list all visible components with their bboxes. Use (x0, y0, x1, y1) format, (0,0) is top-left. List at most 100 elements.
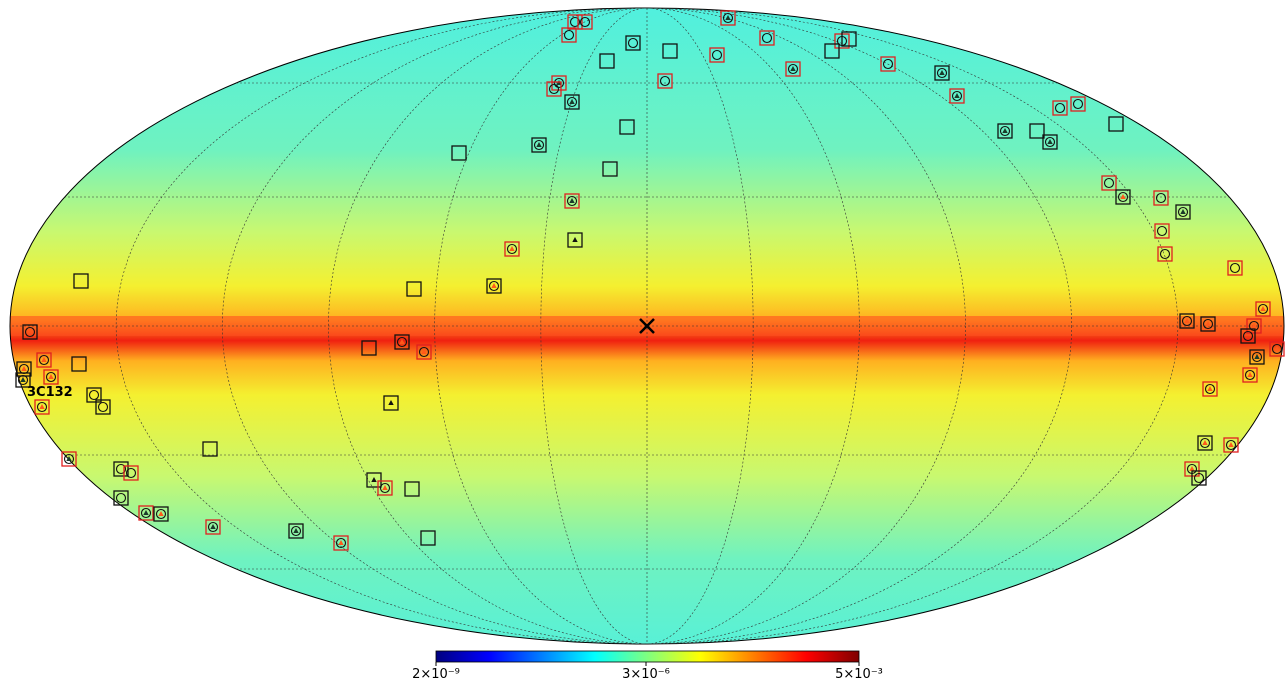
source-marker (1052, 100, 1068, 116)
marker-circle (115, 492, 127, 504)
source-marker (1029, 123, 1045, 139)
marker-circle (553, 77, 565, 89)
source-marker (1246, 318, 1262, 334)
marker-triangle (48, 374, 54, 379)
source-marker (383, 395, 399, 411)
marker-box (657, 73, 673, 89)
marker-triangle (536, 142, 542, 147)
marker-circle (761, 32, 773, 44)
marker-circle (566, 195, 578, 207)
marker-box (1029, 123, 1045, 139)
marker-circle (506, 243, 518, 255)
marker-triangle (143, 510, 149, 515)
marker-box (420, 530, 436, 546)
graticule (10, 8, 1284, 644)
marker-box (366, 472, 382, 488)
marker-triangle (572, 237, 578, 242)
marker-box (1191, 470, 1207, 486)
marker-box (15, 372, 31, 388)
source-marker (785, 61, 801, 77)
marker-box (564, 94, 580, 110)
marker-box (383, 395, 399, 411)
marker-box (531, 137, 547, 153)
source-marker (567, 14, 583, 30)
source-marker (202, 441, 218, 457)
marker-circle (418, 346, 430, 358)
marker-box (123, 465, 139, 481)
source-marker (420, 530, 436, 546)
source-marker (759, 30, 775, 46)
marker-box (1197, 435, 1213, 451)
marker-circle (1202, 318, 1214, 330)
marker-box (602, 161, 618, 177)
source-marker (546, 81, 562, 97)
marker-triangle (1254, 354, 1260, 359)
marker-triangle (399, 339, 405, 344)
source-marker (1179, 313, 1195, 329)
marker-circle (569, 16, 581, 28)
marker-box (1101, 175, 1117, 191)
marker-circle (579, 16, 591, 28)
marker-triangle (41, 357, 47, 362)
marker-circle (45, 371, 57, 383)
source-marker (561, 27, 577, 43)
source-marker (934, 65, 950, 81)
marker-box (662, 43, 678, 59)
marker-circle (38, 354, 50, 366)
marker-circle (396, 336, 408, 348)
source-marker (564, 193, 580, 209)
marker-box (153, 506, 169, 522)
marker-box (288, 523, 304, 539)
marker-triangle (569, 198, 575, 203)
marker-triangle (1247, 372, 1253, 377)
marker-circle (140, 507, 152, 519)
marker-circle (627, 37, 639, 49)
marker-circle (1193, 472, 1205, 484)
marker-box (785, 61, 801, 77)
marker-box (1223, 437, 1239, 453)
marker-triangle (1120, 194, 1126, 199)
marker-box (997, 123, 1013, 139)
source-marker (15, 372, 31, 388)
marker-circle (1251, 351, 1263, 363)
marker-circle (155, 508, 167, 520)
marker-box (1115, 189, 1131, 205)
colorbar-tick-label: 2×10⁻⁹ (412, 667, 460, 681)
marker-box (86, 387, 102, 403)
source-marker (288, 523, 304, 539)
source-marker (720, 10, 736, 26)
source-marker (1115, 189, 1131, 205)
source-marker (662, 43, 678, 59)
marker-box (404, 481, 420, 497)
marker-box (1157, 246, 1173, 262)
marker-box (73, 273, 89, 289)
marker-box (577, 14, 593, 30)
colorbar-tick-label: 5×10⁻³ (835, 667, 883, 681)
marker-box (1179, 313, 1195, 329)
marker-box (619, 119, 635, 135)
source-marker (602, 161, 618, 177)
marker-box (934, 65, 950, 81)
source-marker (36, 352, 52, 368)
marker-circle (1159, 248, 1171, 260)
source-marker (709, 47, 725, 63)
marker-circle (335, 537, 347, 549)
marker-circle (290, 525, 302, 537)
source-marker (1153, 190, 1169, 206)
marker-box (1042, 134, 1058, 150)
source-marker (567, 232, 583, 248)
marker-triangle (1189, 466, 1195, 471)
source-marker (1154, 223, 1170, 239)
source-marker (1227, 260, 1243, 276)
marker-box (1153, 190, 1169, 206)
marker-box (1108, 116, 1124, 132)
marker-box (1052, 100, 1068, 116)
marker-box (333, 535, 349, 551)
marker-triangle (39, 404, 45, 409)
marker-circle (488, 280, 500, 292)
marker-circle (1103, 177, 1115, 189)
source-marker (416, 344, 432, 360)
marker-circle (711, 49, 723, 61)
source-marker (880, 56, 896, 72)
